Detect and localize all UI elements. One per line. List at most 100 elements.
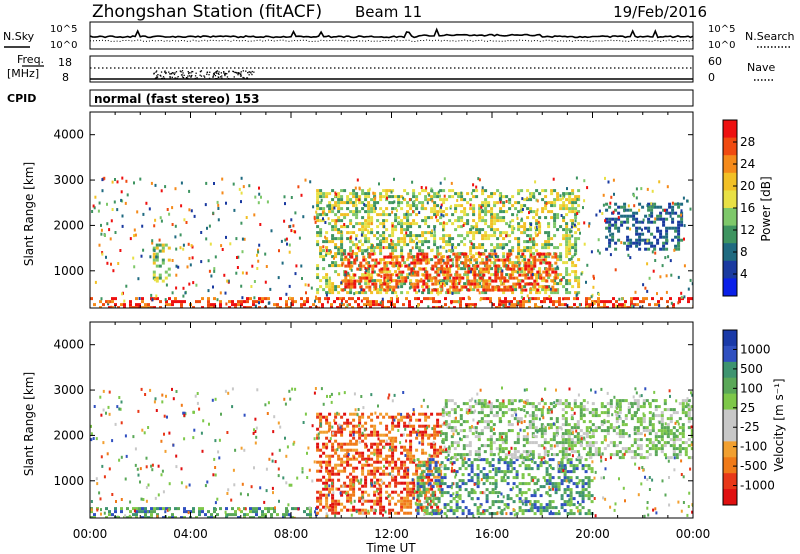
heatmap-cell — [635, 238, 639, 242]
heatmap-cell — [523, 228, 527, 232]
heatmap-cell — [342, 303, 345, 307]
heatmap-cell — [368, 285, 372, 289]
heatmap-cell — [445, 234, 449, 238]
heatmap-cell — [538, 254, 541, 258]
heatmap-cell — [440, 287, 443, 291]
heatmap-cell — [153, 224, 156, 228]
nave-point — [240, 71, 242, 73]
heatmap-cell — [505, 222, 509, 226]
nave-point — [186, 77, 188, 79]
heatmap-cell — [480, 411, 484, 415]
heatmap-cell — [379, 198, 383, 202]
heatmap-cell — [409, 433, 413, 437]
heatmap-cell — [521, 273, 525, 277]
heatmap-cell — [566, 500, 570, 504]
heatmap-cell — [422, 273, 426, 277]
heatmap-cell — [654, 303, 657, 307]
heatmap-cell — [300, 297, 303, 301]
heatmap-cell — [394, 490, 398, 494]
heatmap-cell — [392, 288, 396, 292]
heatmap-cell — [403, 463, 407, 467]
heatmap-cell — [437, 470, 441, 474]
heatmap-cell — [444, 411, 448, 415]
heatmap-cell — [260, 195, 262, 199]
heatmap-cell — [542, 276, 546, 280]
heatmap-cell — [547, 243, 551, 247]
heatmap-cell — [319, 231, 323, 235]
heatmap-cell — [324, 221, 327, 224]
heatmap-cell — [455, 258, 459, 262]
heatmap-cell — [493, 204, 497, 208]
heatmap-cell — [433, 424, 437, 428]
heatmap-cell — [328, 201, 332, 205]
heatmap-cell — [678, 297, 681, 301]
nave-point — [247, 72, 249, 74]
heatmap-cell — [108, 228, 111, 232]
heatmap-cell — [547, 234, 551, 238]
heatmap-cell — [478, 216, 482, 220]
heatmap-cell — [534, 226, 537, 230]
heatmap-cell — [635, 217, 639, 221]
heatmap-cell — [553, 189, 557, 193]
heatmap-cell — [126, 507, 129, 511]
heatmap-cell — [546, 450, 550, 454]
heatmap-cell — [164, 298, 167, 302]
heatmap-cell — [523, 240, 527, 244]
heatmap-cell — [557, 485, 561, 489]
heatmap-cell — [385, 278, 388, 282]
nave-point — [183, 74, 185, 76]
heatmap-cell — [669, 214, 672, 218]
heatmap-cell — [385, 424, 389, 428]
heatmap-cell — [316, 460, 320, 464]
heatmap-cell — [328, 276, 331, 280]
heatmap-cell — [490, 255, 494, 259]
heatmap-cell — [418, 499, 422, 503]
heatmap-cell — [528, 299, 530, 303]
heatmap-cell — [650, 241, 654, 245]
heatmap-cell — [568, 279, 572, 283]
heatmap-cell — [114, 231, 117, 234]
heatmap-cell — [373, 210, 377, 214]
heatmap-cell — [418, 418, 422, 422]
heatmap-cell — [189, 510, 192, 514]
heatmap-cell — [382, 481, 386, 485]
heatmap-cell — [344, 264, 348, 268]
heatmap-cell — [413, 288, 417, 292]
heatmap-cell — [306, 300, 309, 304]
heatmap-cell — [352, 213, 356, 217]
heatmap-cell — [594, 300, 597, 304]
heatmap-cell — [569, 494, 573, 498]
heatmap-cell — [278, 249, 280, 253]
heatmap-cell — [394, 436, 398, 440]
heatmap-cell — [403, 469, 407, 473]
heatmap-cell — [467, 509, 471, 513]
heatmap-cell — [418, 246, 422, 250]
heatmap-cell — [391, 439, 395, 443]
heatmap-cell — [175, 247, 178, 251]
heatmap-cell — [451, 291, 454, 295]
heatmap-cell — [642, 297, 645, 301]
heatmap-cell — [382, 246, 385, 250]
heatmap-cell — [367, 493, 371, 497]
heatmap-cell — [346, 424, 350, 428]
heatmap-cell — [424, 412, 428, 416]
heatmap-cell — [518, 491, 522, 495]
heatmap-cell — [358, 415, 362, 419]
heatmap-cell — [319, 249, 323, 253]
heatmap-cell — [488, 288, 492, 292]
heatmap-cell — [322, 258, 326, 262]
heatmap-cell — [498, 417, 502, 421]
heatmap-cell — [147, 306, 150, 308]
heatmap-cell — [574, 237, 578, 241]
heatmap-cell — [577, 195, 581, 199]
heatmap-cell — [336, 306, 339, 308]
nave-point — [219, 76, 222, 78]
heatmap-cell — [505, 234, 508, 238]
heatmap-cell — [496, 267, 500, 271]
heatmap-cell — [494, 485, 498, 489]
heatmap-cell — [568, 258, 572, 262]
heatmap-cell — [436, 418, 440, 422]
heatmap-cell — [394, 270, 398, 274]
heatmap-cell — [444, 405, 448, 409]
heatmap-cell — [444, 450, 448, 454]
